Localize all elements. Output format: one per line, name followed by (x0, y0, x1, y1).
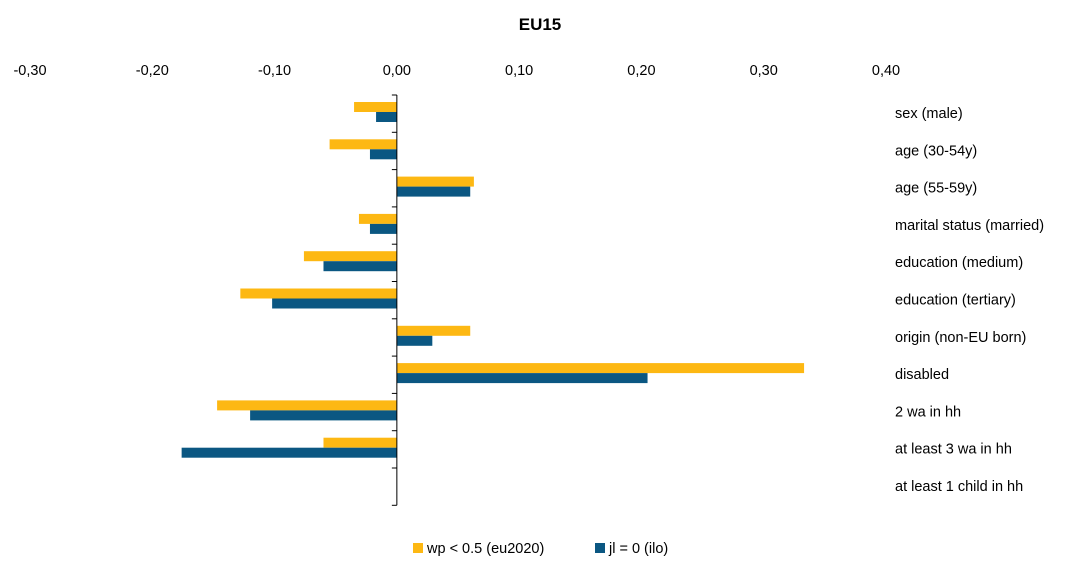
category-labels: sex (male) age (30-54y) age (55-59y) marita… (895, 106, 1044, 495)
x-tick-label: -0,10 (258, 63, 291, 79)
legend-swatch (413, 543, 423, 553)
bar-wp-8 (217, 400, 397, 411)
x-tick-label: 0,20 (627, 63, 655, 79)
chart-title: EU15 (519, 15, 562, 34)
bar-wp-3 (358, 213, 397, 224)
bar-jl-4 (323, 261, 397, 272)
bar-wp-5 (240, 288, 397, 299)
x-tick-label: 0,00 (383, 63, 411, 79)
x-tick-label: 0,30 (750, 63, 778, 79)
bar-jl-6 (396, 335, 433, 346)
category-label: origin (non-EU born) (895, 330, 1026, 346)
legend: wp < 0.5 (eu2020) jl = 0 (ilo) (413, 541, 668, 557)
bars (181, 102, 805, 458)
category-label: at least 1 child in hh (895, 479, 1023, 495)
bar-wp-2 (396, 176, 474, 187)
bar-wp-9 (323, 437, 397, 448)
category-label: disabled (895, 367, 949, 383)
bar-jl-5 (272, 298, 397, 309)
category-tick-marks (391, 94, 397, 506)
category-label: age (55-59y) (895, 181, 977, 197)
legend-label: jl = 0 (ilo) (608, 541, 668, 557)
category-label: age (30-54y) (895, 143, 977, 159)
bar-wp-0 (354, 102, 397, 112)
x-tick-label: 0,40 (872, 63, 900, 79)
category-label: education (medium) (895, 255, 1023, 271)
category-label: marital status (married) (895, 218, 1044, 234)
category-label: at least 3 wa in hh (895, 442, 1012, 458)
bar-wp-7 (396, 363, 805, 374)
bar-jl-0 (376, 112, 397, 122)
bar-wp-1 (329, 139, 397, 150)
bar-jl-9 (181, 447, 397, 458)
bar-jl-8 (250, 410, 397, 421)
category-label: 2 wa in hh (895, 404, 961, 420)
bar-wp-6 (396, 325, 471, 336)
x-axis-tick-labels: -0,30 -0,20 -0,10 0,00 0,10 0,20 0,30 0,40 (13, 63, 900, 79)
category-label: education (tertiary) (895, 293, 1016, 309)
bar-jl-7 (396, 373, 648, 384)
x-tick-label: -0,20 (136, 63, 169, 79)
bar-jl-1 (369, 149, 397, 160)
bar-jl-3 (369, 223, 397, 234)
legend-swatch (595, 543, 605, 553)
bar-jl-2 (396, 186, 471, 197)
category-label: sex (male) (895, 106, 963, 122)
x-tick-label: -0,30 (13, 63, 46, 79)
x-tick-label: 0,10 (505, 63, 533, 79)
bar-wp-4 (303, 251, 397, 262)
legend-label: wp < 0.5 (eu2020) (426, 541, 544, 557)
